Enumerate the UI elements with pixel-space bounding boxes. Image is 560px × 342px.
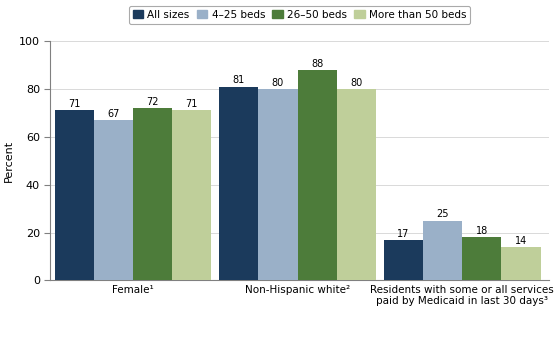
Bar xyxy=(172,110,211,280)
Text: 67: 67 xyxy=(107,109,119,119)
Bar xyxy=(258,89,297,280)
Text: 25: 25 xyxy=(436,209,449,220)
Text: 80: 80 xyxy=(272,78,284,88)
Bar xyxy=(463,237,501,280)
Text: 80: 80 xyxy=(350,78,362,88)
Bar xyxy=(384,240,423,280)
Bar xyxy=(297,70,337,280)
Text: 71: 71 xyxy=(185,99,198,109)
Text: 72: 72 xyxy=(146,97,158,107)
Bar xyxy=(54,110,94,280)
Text: 17: 17 xyxy=(398,228,410,239)
Text: 14: 14 xyxy=(515,236,527,246)
Text: 88: 88 xyxy=(311,58,323,69)
Bar xyxy=(337,89,376,280)
Bar xyxy=(220,87,258,280)
Legend: All sizes, 4–25 beds, 26–50 beds, More than 50 beds: All sizes, 4–25 beds, 26–50 beds, More t… xyxy=(129,5,470,24)
Bar xyxy=(423,221,463,280)
Text: 81: 81 xyxy=(233,75,245,86)
Text: 18: 18 xyxy=(476,226,488,236)
Text: 71: 71 xyxy=(68,99,80,109)
Bar xyxy=(94,120,133,280)
Y-axis label: Percent: Percent xyxy=(3,140,13,182)
Bar xyxy=(501,247,540,280)
Bar xyxy=(133,108,172,280)
